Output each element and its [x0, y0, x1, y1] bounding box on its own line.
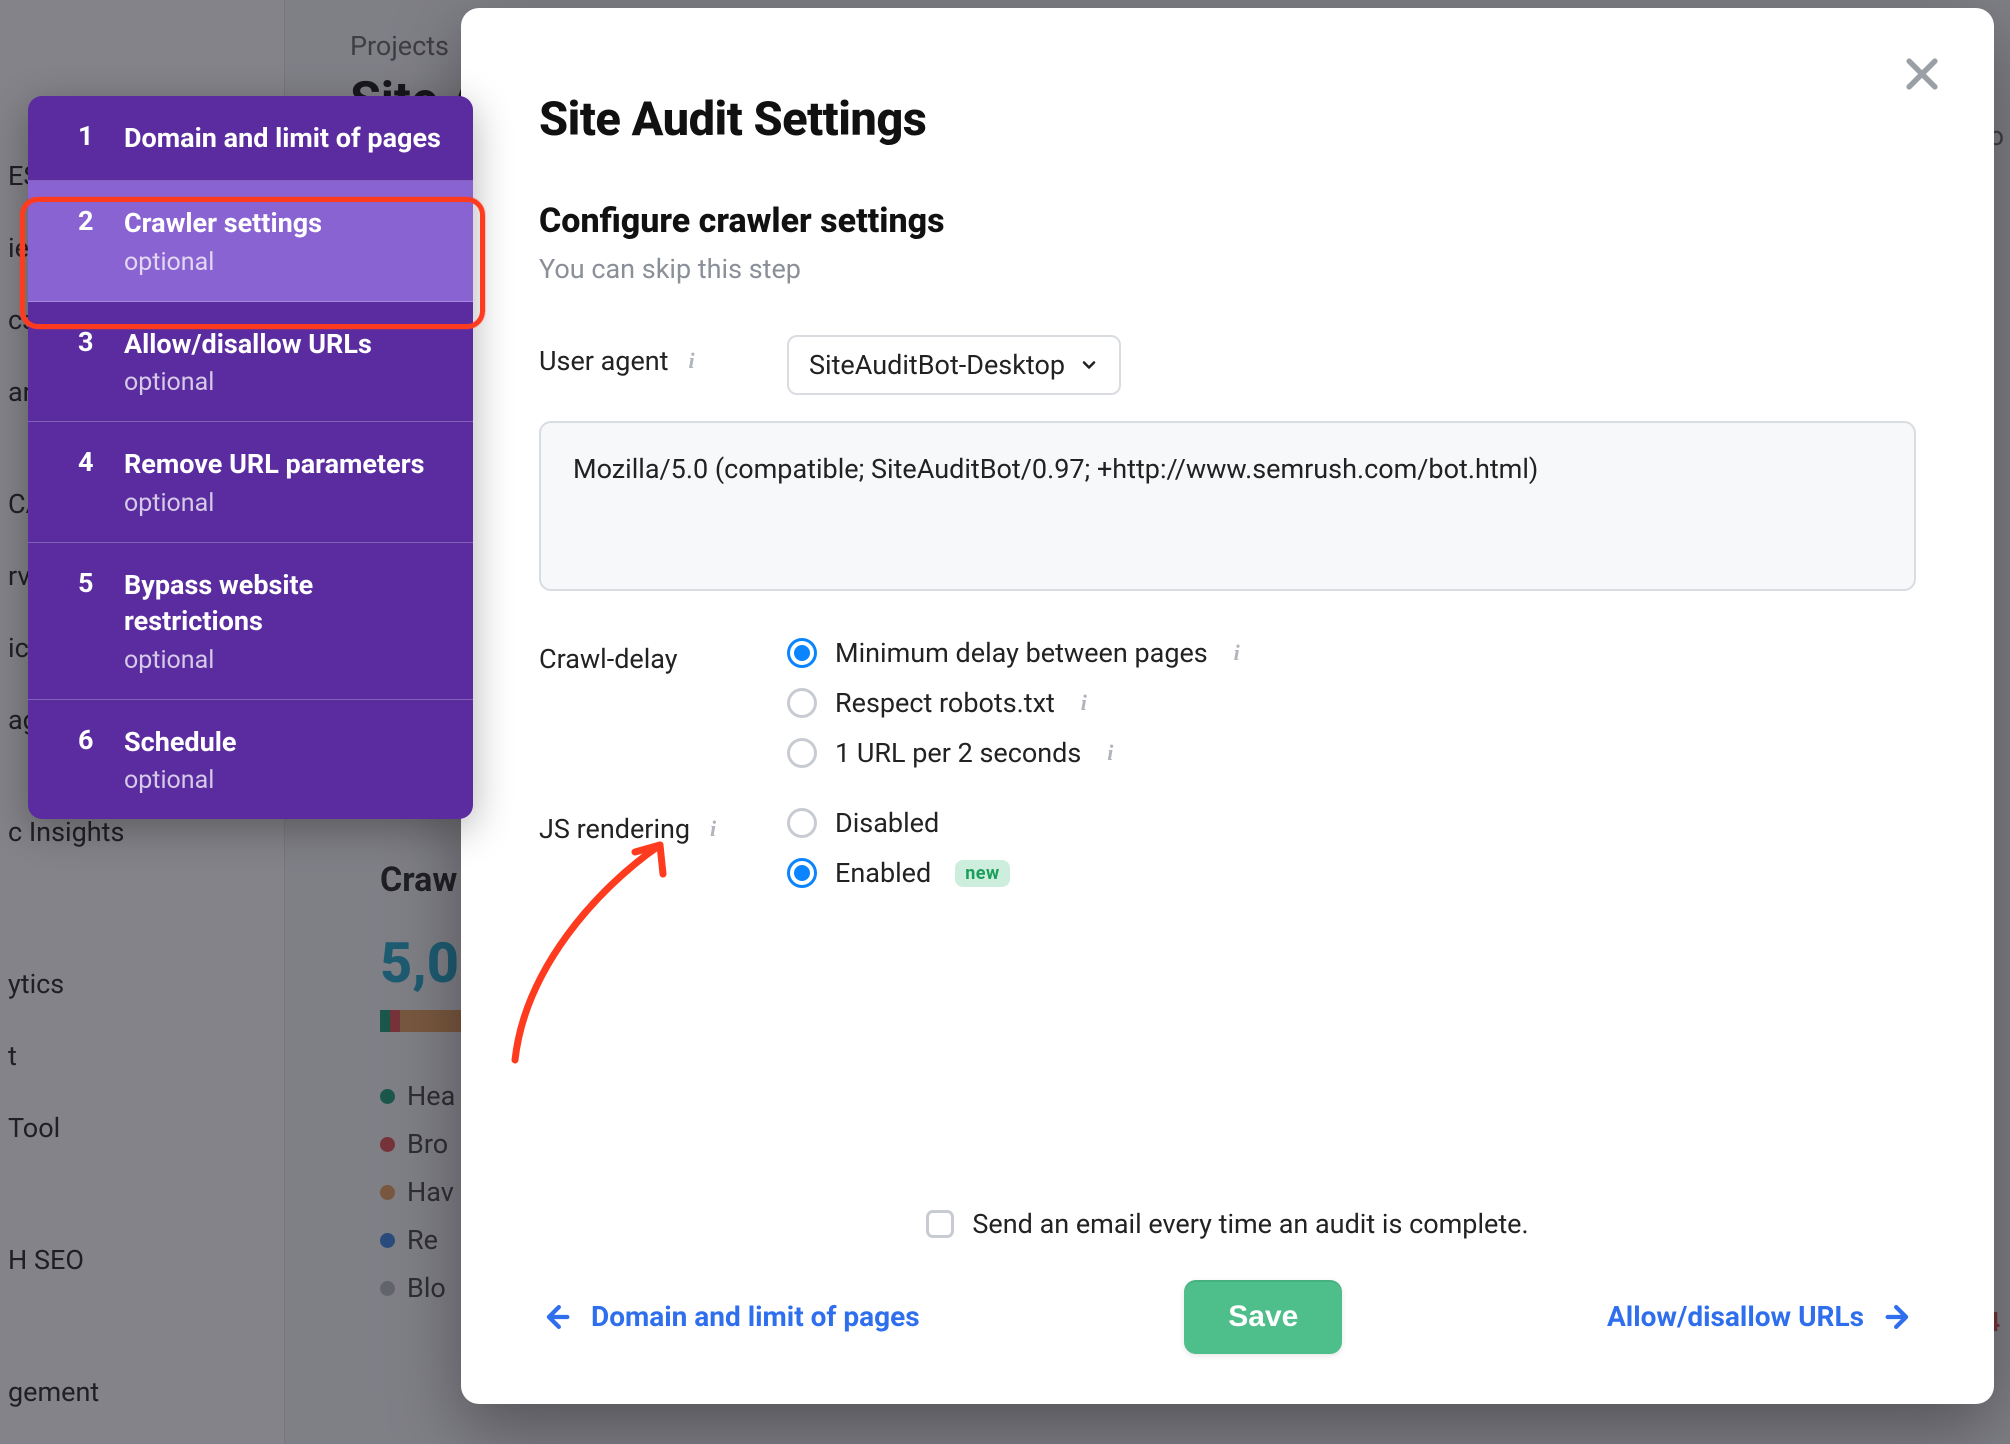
prev-step-label: Domain and limit of pages [591, 1298, 920, 1336]
step-title: Allow/disallow URLs [124, 326, 443, 362]
new-badge: new [955, 860, 1010, 887]
js-rendering-option-disabled[interactable]: Disabled [787, 807, 1010, 839]
chevron-down-icon [1079, 355, 1099, 375]
crawl-delay-option-1url2s[interactable]: 1 URL per 2 seconds i [787, 737, 1248, 769]
modal-footer: Send an email every time an audit is com… [539, 1208, 1916, 1354]
close-icon[interactable] [1900, 52, 1944, 96]
option-label: Respect robots.txt [835, 687, 1055, 719]
step-title: Remove URL parameters [124, 446, 443, 482]
modal-hint: You can skip this step [539, 253, 1916, 285]
step-optional: optional [124, 489, 443, 518]
user-agent-string-box: Mozilla/5.0 (compatible; SiteAuditBot/0.… [539, 421, 1916, 591]
email-on-complete-row[interactable]: Send an email every time an audit is com… [539, 1208, 1916, 1240]
step-optional: optional [124, 248, 443, 277]
step-optional: optional [124, 646, 443, 675]
radio-icon [787, 638, 817, 668]
step-number: 2 [78, 205, 98, 276]
email-checkbox-label: Send an email every time an audit is com… [972, 1208, 1528, 1240]
step-title: Bypass website restrictions [124, 567, 443, 640]
crawl-delay-label: Crawl-delay [539, 633, 759, 675]
select-value: SiteAuditBot-Desktop [809, 349, 1065, 381]
next-step-link[interactable]: Allow/disallow URLs [1607, 1298, 1916, 1336]
step-title: Schedule [124, 724, 443, 760]
js-rendering-options: Disabled Enabled new [787, 803, 1010, 889]
wizard-step-crawler-settings[interactable]: 2 Crawler settings optional [28, 181, 473, 301]
radio-icon [787, 858, 817, 888]
label-text: Crawl-delay [539, 643, 678, 675]
arrow-right-icon [1882, 1300, 1916, 1334]
wizard-steps-sidebar: 1 Domain and limit of pages 2 Crawler se… [28, 96, 473, 819]
wizard-step-remove-url-params[interactable]: 4 Remove URL parameters optional [28, 422, 473, 542]
info-icon[interactable]: i [1073, 692, 1095, 714]
info-icon[interactable]: i [1099, 742, 1121, 764]
modal-subtitle: Configure crawler settings [539, 201, 1916, 241]
option-label: Disabled [835, 807, 939, 839]
step-title: Domain and limit of pages [124, 120, 443, 156]
info-icon[interactable]: i [681, 350, 703, 372]
wizard-step-domain-limit[interactable]: 1 Domain and limit of pages [28, 96, 473, 181]
wizard-step-schedule[interactable]: 6 Schedule optional [28, 700, 473, 819]
js-rendering-label: JS rendering i [539, 803, 759, 845]
wizard-step-allow-disallow[interactable]: 3 Allow/disallow URLs optional [28, 302, 473, 422]
save-button[interactable]: Save [1184, 1280, 1342, 1354]
site-audit-settings-modal: Site Audit Settings Configure crawler se… [461, 8, 1994, 1404]
option-label: 1 URL per 2 seconds [835, 737, 1081, 769]
user-agent-select[interactable]: SiteAuditBot-Desktop [787, 335, 1121, 395]
step-optional: optional [124, 368, 443, 397]
js-rendering-option-enabled[interactable]: Enabled new [787, 857, 1010, 889]
crawl-delay-options: Minimum delay between pages i Respect ro… [787, 633, 1248, 769]
footer-nav: Domain and limit of pages Save Allow/dis… [539, 1280, 1916, 1354]
step-number: 1 [78, 120, 98, 156]
step-number: 4 [78, 446, 98, 517]
info-icon[interactable]: i [1226, 642, 1248, 664]
option-label: Enabled [835, 857, 931, 889]
crawl-delay-option-robots[interactable]: Respect robots.txt i [787, 687, 1248, 719]
user-agent-label: User agent i [539, 335, 759, 377]
info-icon[interactable]: i [702, 818, 724, 840]
step-number: 3 [78, 326, 98, 397]
user-agent-row: User agent i SiteAuditBot-Desktop [539, 335, 1916, 395]
option-label: Minimum delay between pages [835, 637, 1208, 669]
prev-step-link[interactable]: Domain and limit of pages [539, 1298, 920, 1336]
next-step-label: Allow/disallow URLs [1607, 1298, 1864, 1336]
step-number: 6 [78, 724, 98, 795]
checkbox-icon[interactable] [926, 1210, 954, 1238]
label-text: JS rendering [539, 813, 690, 845]
js-rendering-row: JS rendering i Disabled Enabled new [539, 803, 1916, 889]
crawl-delay-option-minimum[interactable]: Minimum delay between pages i [787, 637, 1248, 669]
modal-title: Site Audit Settings [539, 92, 1916, 147]
arrow-left-icon [539, 1300, 573, 1334]
step-title: Crawler settings [124, 205, 443, 241]
label-text: User agent [539, 345, 669, 377]
radio-icon [787, 688, 817, 718]
wizard-step-bypass-restrictions[interactable]: 5 Bypass website restrictions optional [28, 543, 473, 700]
step-optional: optional [124, 766, 443, 795]
radio-icon [787, 738, 817, 768]
crawler-settings-form: User agent i SiteAuditBot-Desktop Mozill… [539, 335, 1916, 889]
crawl-delay-row: Crawl-delay Minimum delay between pages … [539, 633, 1916, 769]
step-number: 5 [78, 567, 98, 675]
radio-icon [787, 808, 817, 838]
